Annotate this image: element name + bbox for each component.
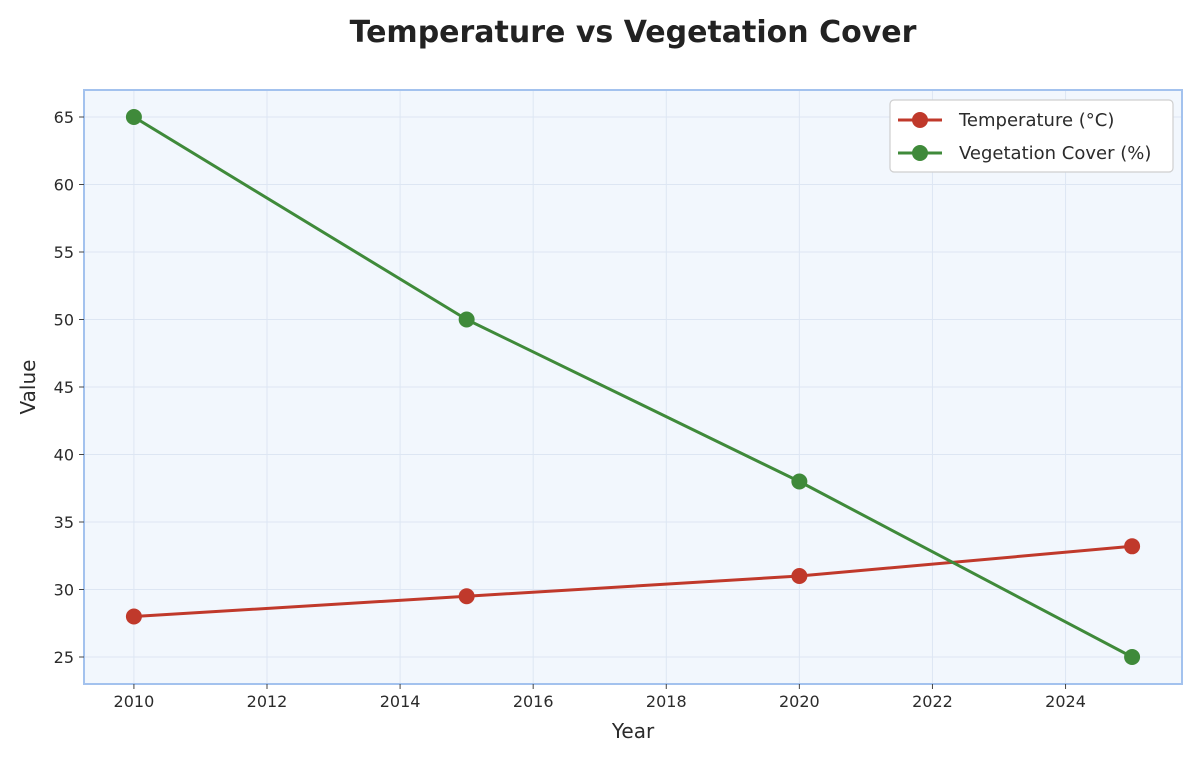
y-tick-label: 55 [54,243,74,262]
legend: Temperature (°C) Vegetation Cover (%) [889,99,1174,173]
y-tick-label: 30 [54,581,74,600]
y-tick-label: 60 [54,176,74,195]
x-tick-label: 2012 [247,692,288,711]
data-point-temperature [1124,538,1141,555]
y-tick-label: 65 [54,108,74,127]
x-tick-label: 2014 [380,692,421,711]
x-tick-label: 2016 [513,692,554,711]
x-tick-label: 2022 [912,692,953,711]
x-tick-label: 2018 [646,692,687,711]
legend-label-vegetation: Vegetation Cover (%) [959,143,1151,164]
data-point-temperature [458,588,475,605]
series-layer [125,109,1141,665]
chart-title: Temperature vs Vegetation Cover [350,15,917,50]
grid [84,90,1182,684]
x-tick-label: 2024 [1045,692,1086,711]
legend-box [889,99,1174,173]
y-tick-label: 25 [54,648,74,667]
data-point-temperature [791,568,808,584]
data-point-vegetation-cover [791,473,808,490]
legend-marker-temperature [912,112,928,128]
x-axis-title: Year [611,719,655,743]
x-tick-label: 2010 [114,692,155,711]
legend-label-temperature: Temperature (°C) [958,110,1114,131]
data-point-temperature [125,608,142,625]
legend-marker-vegetation [912,145,928,161]
y-axis-ticks: 25 30 35 40 45 50 55 60 65 [54,108,84,667]
series-line-temperature [133,544,1133,618]
x-tick-label: 2020 [779,692,820,711]
data-point-vegetation-cover [125,109,142,125]
data-point-vegetation-cover [458,311,475,328]
y-tick-label: 45 [54,378,74,397]
y-tick-label: 40 [54,446,74,465]
x-axis-ticks: 2010 2012 2014 2016 2018 2020 2022 2024 [114,684,1086,711]
y-tick-label: 50 [54,311,74,330]
y-axis-title: Value [16,360,40,415]
data-point-vegetation-cover [1124,649,1141,665]
series-line-vegetation-cover [133,115,1133,659]
y-tick-label: 35 [54,513,74,532]
